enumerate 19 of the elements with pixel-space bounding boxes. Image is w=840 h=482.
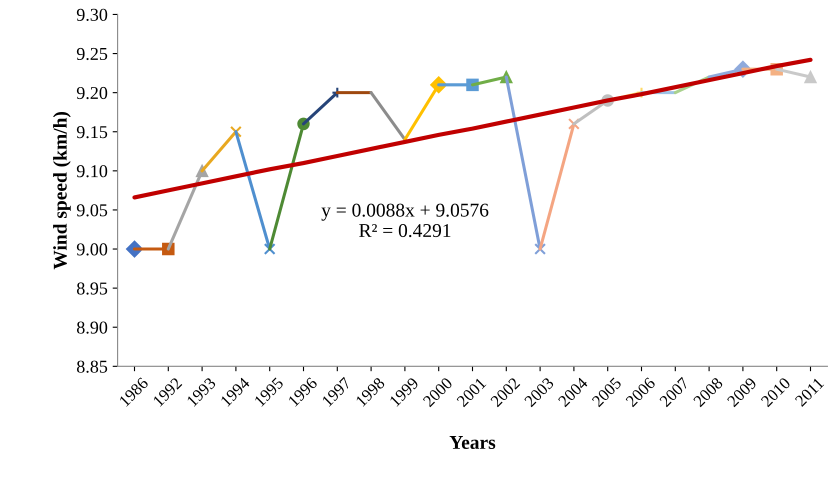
annotation: y = 0.0088x + 9.0576 R² = 0.4291: [321, 204, 488, 238]
y-tick-label: 9.00: [76, 243, 108, 256]
point: [264, 243, 276, 255]
point: [534, 243, 546, 255]
y-axis-title: Wind speed (km/h): [53, 112, 71, 270]
point: [568, 118, 580, 130]
y-tick-label: 9.15: [76, 126, 108, 138]
point: [230, 126, 242, 138]
y-tick-label: 8.95: [76, 282, 108, 295]
y-tick-label: 8.90: [76, 321, 108, 334]
y-tick-label: 9.05: [76, 204, 108, 216]
y-tick-label: 8.85: [76, 360, 108, 373]
y-tick-label: 9.25: [76, 48, 108, 60]
line-series: [132, 58, 813, 200]
y-tick-label: 9.30: [76, 8, 108, 21]
y-tick-label: 9.20: [76, 86, 108, 100]
point: [804, 70, 817, 84]
y-tick-label: 9.10: [76, 165, 108, 178]
x-axis-title: Years: [450, 436, 496, 449]
